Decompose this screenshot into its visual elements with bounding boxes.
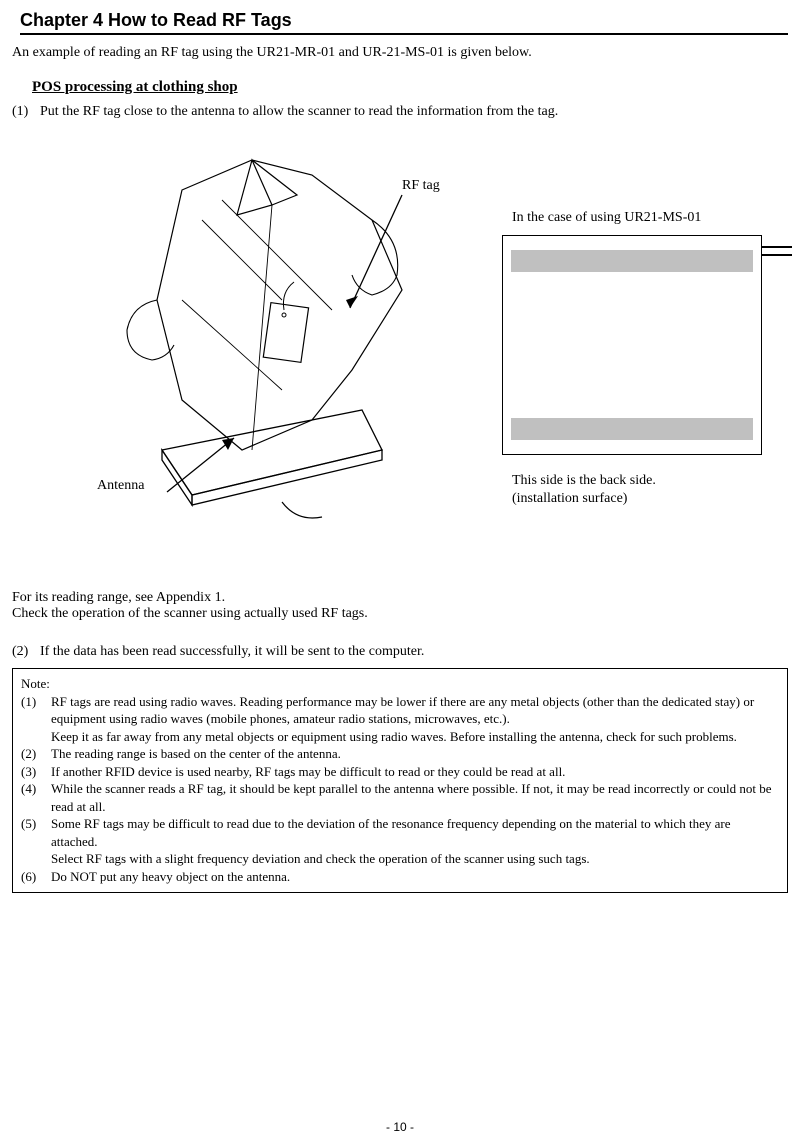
section-title: POS processing at clothing shop [32,79,788,96]
note-title: Note: [21,675,779,693]
note-item-text: The reading range is based on the center… [51,745,779,763]
note-item-text: If another RFID device is used nearby, R… [51,763,779,781]
device-cable-icon [762,246,792,256]
step-1-number: (1) [12,104,40,120]
rf-tag-arrow-icon [342,190,412,320]
reading-range-l1: For its reading range, see Appendix 1. [12,590,788,606]
note-item-text: Some RF tags may be difficult to read du… [51,815,779,868]
intro-text: An example of reading an RF tag using th… [12,45,788,61]
note-item: (3)If another RFID device is used nearby… [21,763,779,781]
step-2-text: If the data has been read successfully, … [40,644,424,660]
chapter-title: Chapter 4 How to Read RF Tags [20,10,788,35]
note-item-number: (2) [21,745,51,763]
note-item-number: (5) [21,815,51,868]
note-item-number: (1) [21,693,51,746]
reading-range-l2: Check the operation of the scanner using… [12,606,788,622]
note-item-text: Do NOT put any heavy object on the anten… [51,868,779,886]
right-caption-bottom: This side is the back side. (installatio… [512,472,656,508]
step-2: (2) If the data has been read successful… [12,644,788,660]
step-1: (1) Put the RF tag close to the antenna … [12,104,788,120]
note-item: (6)Do NOT put any heavy object on the an… [21,868,779,886]
note-item: (2)The reading range is based on the cen… [21,745,779,763]
note-item-number: (3) [21,763,51,781]
note-box: Note: (1)RF tags are read using radio wa… [12,668,788,893]
note-item: (5)Some RF tags may be difficult to read… [21,815,779,868]
antenna-label: Antenna [97,478,144,494]
right-caption-top: In the case of using UR21-MS-01 [512,210,701,226]
note-item: (1)RF tags are read using radio waves. R… [21,693,779,746]
step-2-number: (2) [12,644,40,660]
step-1-text: Put the RF tag close to the antenna to a… [40,104,558,120]
figure-area: RF tag Antenna In the case of using UR21… [12,130,788,560]
page-number: - 10 - [0,1120,800,1134]
note-item-text: RF tags are read using radio waves. Read… [51,693,779,746]
right-caption-bottom-l1: This side is the back side. [512,473,656,488]
device-back-illustration [502,235,762,455]
note-item: (4)While the scanner reads a RF tag, it … [21,780,779,815]
note-item-text: While the scanner reads a RF tag, it sho… [51,780,779,815]
note-item-number: (6) [21,868,51,886]
note-item-number: (4) [21,780,51,815]
right-caption-bottom-l2: (installation surface) [512,491,627,506]
antenna-arrow-icon [162,430,252,500]
